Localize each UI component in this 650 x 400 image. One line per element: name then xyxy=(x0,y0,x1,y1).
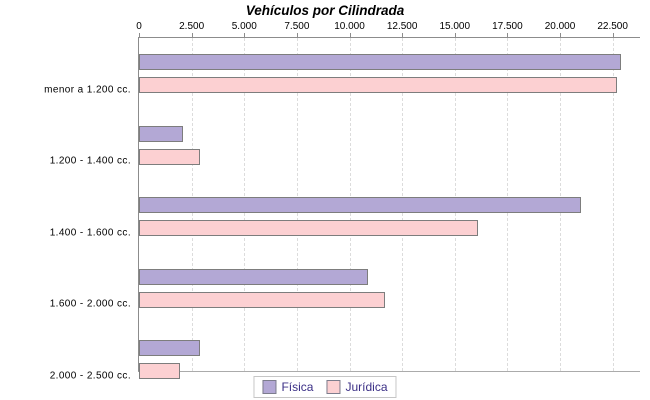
x-axis-tick xyxy=(560,33,561,37)
bar-juridica xyxy=(139,363,180,379)
x-axis-tick-label: 15.000 xyxy=(439,21,471,32)
chart-title: Vehículos por Cilindrada xyxy=(245,3,405,18)
bar-juridica xyxy=(139,148,200,165)
x-axis-tick xyxy=(296,33,298,37)
x-axis-tick-label: 7.500 xyxy=(284,21,310,32)
x-axis-tick xyxy=(402,33,404,37)
bar-fisica xyxy=(139,54,621,70)
x-axis-tick xyxy=(191,33,193,37)
x-axis-tick-label: 0 xyxy=(136,21,142,32)
category-label: 1.600 - 2.000 cc. xyxy=(49,298,131,310)
gridline xyxy=(612,38,614,371)
category-row: 1.200 - 1.400 cc. xyxy=(50,125,640,182)
legend: Física Jurídica xyxy=(253,376,397,398)
x-axis-tick xyxy=(244,33,246,37)
category-row: 1.400 - 1.600 cc. xyxy=(50,197,640,253)
category-label: menor a 1.200 cc. xyxy=(44,84,131,95)
x-axis-tick-label: 2.500 xyxy=(179,21,205,32)
x-axis-tick xyxy=(139,33,140,37)
x-axis-tick-label: 17.500 xyxy=(492,21,523,32)
bar-juridica xyxy=(139,220,478,236)
bar-fisica xyxy=(139,125,184,142)
bar-fisica xyxy=(139,197,581,213)
x-axis-tick-label: 10.000 xyxy=(334,21,365,32)
bar-fisica xyxy=(139,340,200,356)
category-row: 1.600 - 2.000 cc. xyxy=(50,268,640,325)
legend-swatch-icon xyxy=(326,380,341,394)
x-axis-tick xyxy=(507,33,509,37)
bar-fisica xyxy=(139,268,369,285)
plot-area: 0 2.500 5.000 7.500 10.000 12.500 15.000 17.500… xyxy=(44,21,640,381)
category-label: 1.200 - 1.400 cc. xyxy=(49,155,131,167)
legend-item: Jurídica xyxy=(326,380,388,394)
x-axis-tick xyxy=(454,33,456,37)
x-axis-tick xyxy=(349,33,351,37)
legend-label: Física xyxy=(281,380,314,394)
category-row: 2.000 - 2.500 cc. xyxy=(50,340,640,396)
category-label: 2.000 - 2.500 cc. xyxy=(49,370,131,381)
category-label: 1.400 - 1.600 cc. xyxy=(49,227,131,238)
legend-swatch-icon xyxy=(262,380,277,394)
legend-label: Jurídica xyxy=(345,380,388,394)
bar-juridica xyxy=(139,291,386,308)
bar-juridica xyxy=(139,77,617,93)
x-axis-tick xyxy=(612,33,614,37)
category-row: menor a 1.200 cc. xyxy=(44,54,640,110)
x-axis-tick-label: 20.000 xyxy=(544,21,576,32)
x-axis-tick-label: 5.000 xyxy=(231,21,257,32)
x-axis-tick-label: 12.500 xyxy=(386,21,418,32)
x-axis-tick-label: 22.500 xyxy=(597,21,628,32)
legend-item: Física xyxy=(262,380,313,394)
